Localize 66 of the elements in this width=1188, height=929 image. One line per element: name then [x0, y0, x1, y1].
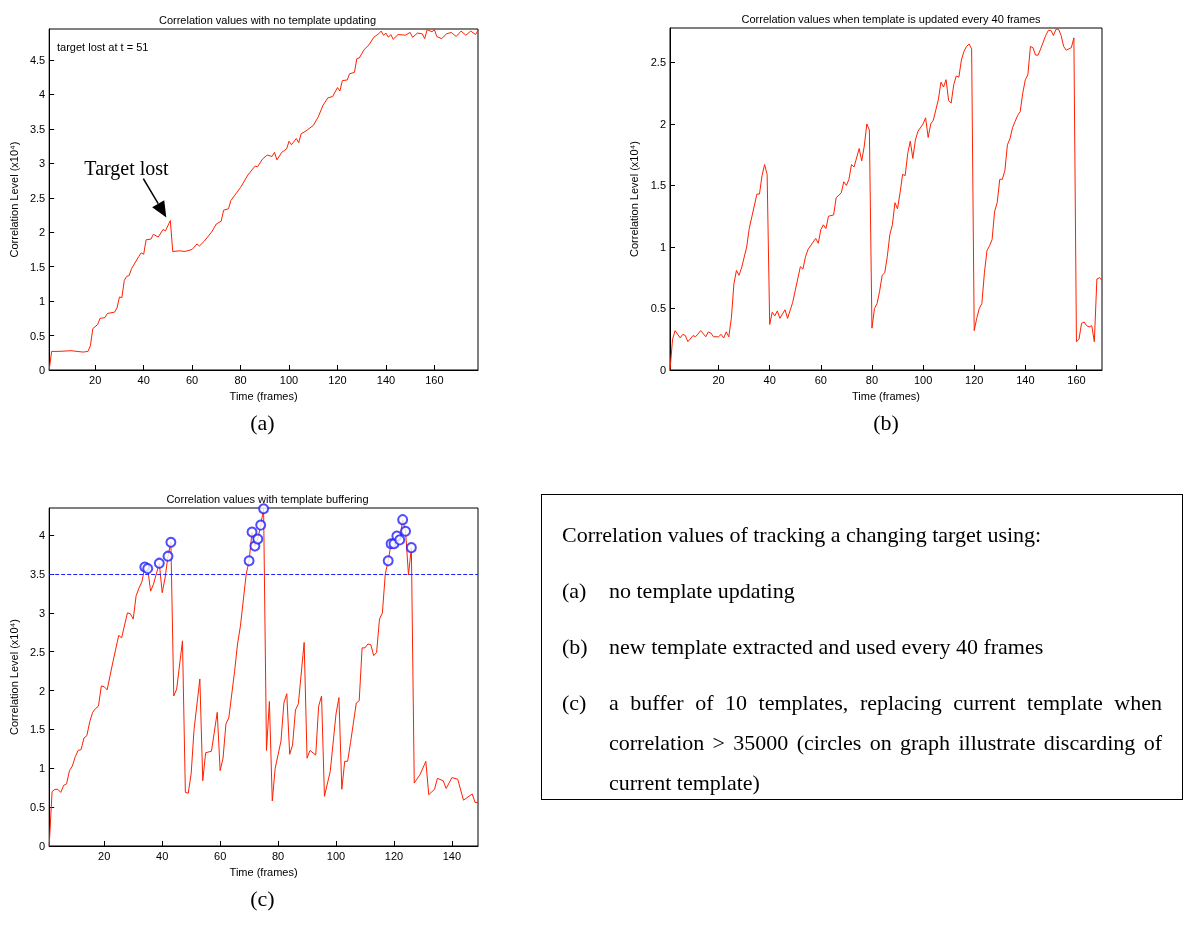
text: (a) [249, 410, 276, 436]
y-tick-label: 3.5 [29, 568, 46, 581]
y-tick-label: 0.5 [650, 302, 666, 315]
x-tick-label: 80 [865, 373, 879, 386]
y-tick-label: 3 [39, 606, 46, 619]
y-tick-label: 2.5 [29, 645, 46, 658]
y-tick-label: 1 [659, 240, 666, 253]
text: (b) new template extracted and used every 40 frames [562, 633, 1045, 661]
chart-title: Correlation values with template buffering [166, 492, 369, 505]
x-tick-label: 60 [214, 849, 227, 862]
text: (c) a buffer of 10 templates, replacing current template when correlation > 35000 (circles on graph illustrate discarding of current template) [562, 689, 1162, 797]
y-tick-label: 2.5 [650, 56, 666, 69]
x-tick-label: 120 [965, 373, 984, 386]
y-tick-label: 1.5 [29, 260, 46, 273]
x-tick-label: 20 [712, 373, 725, 386]
text: (c) [249, 886, 276, 912]
y-tick-label: 1.5 [29, 723, 46, 736]
x-tick-label: 20 [98, 849, 111, 862]
y-tick-label: 2 [659, 117, 666, 130]
x-tick-label: 40 [156, 849, 169, 862]
text: (b) [872, 410, 900, 436]
y-tick-label: 2 [39, 684, 46, 697]
y-tick-label: 1 [39, 762, 46, 775]
x-axis-title: Time (frames) [229, 389, 298, 402]
x-tick-label: 100 [279, 373, 299, 386]
y-tick-label: 0 [39, 840, 46, 852]
x-tick-label: 160 [425, 373, 444, 386]
annotation: Target lost [84, 156, 169, 180]
y-axis-title: Correlation Level (x10⁴) [7, 141, 20, 258]
x-tick-label: 60 [186, 373, 199, 386]
x-tick-label: 140 [1016, 373, 1035, 386]
x-tick-label: 140 [376, 373, 396, 386]
y-tick-label: 1 [39, 295, 46, 308]
x-tick-label: 20 [89, 373, 102, 386]
x-tick-label: 120 [384, 849, 404, 862]
y-tick-label: 0.5 [29, 801, 46, 814]
x-axis-title: Time (frames) [851, 389, 921, 402]
y-tick-label: 3.5 [29, 122, 46, 135]
x-tick-label: 40 [137, 373, 150, 386]
y-tick-label: 0 [659, 364, 666, 376]
x-tick-label: 120 [328, 373, 347, 386]
chart-title: Correlation values when template is updated every 40 frames [741, 12, 1041, 25]
y-tick-label: 0.5 [29, 329, 46, 342]
y-axis-title: Correlation Level (x10⁴) [7, 619, 20, 735]
y-tick-label: 4 [39, 529, 46, 542]
y-tick-label: 1.5 [650, 179, 666, 192]
y-tick-label: 3 [39, 157, 46, 170]
x-tick-label: 40 [763, 373, 776, 386]
chart-title: Correlation values with no template updating [158, 13, 377, 26]
y-tick-label: 2.5 [29, 191, 46, 204]
x-tick-label: 80 [234, 373, 247, 386]
x-tick-label: 160 [1067, 373, 1086, 386]
annotation: target lost at t = 51 [57, 41, 149, 53]
y-tick-label: 4.5 [29, 54, 46, 66]
x-tick-label: 80 [271, 849, 285, 862]
x-tick-label: 100 [913, 373, 933, 386]
x-axis-title: Time (frames) [229, 865, 298, 878]
y-tick-label: 0 [39, 364, 46, 376]
y-tick-label: 4 [39, 88, 46, 101]
x-tick-label: 60 [814, 373, 827, 386]
y-tick-label: 2 [39, 226, 46, 239]
y-axis-title: Correlation Level (x10⁴) [628, 141, 641, 257]
text: Correlation values of tracking a changing target using: [562, 521, 1043, 549]
text: (a) no template updating [562, 577, 796, 605]
x-tick-label: 100 [326, 849, 346, 862]
x-tick-label: 140 [442, 849, 462, 862]
